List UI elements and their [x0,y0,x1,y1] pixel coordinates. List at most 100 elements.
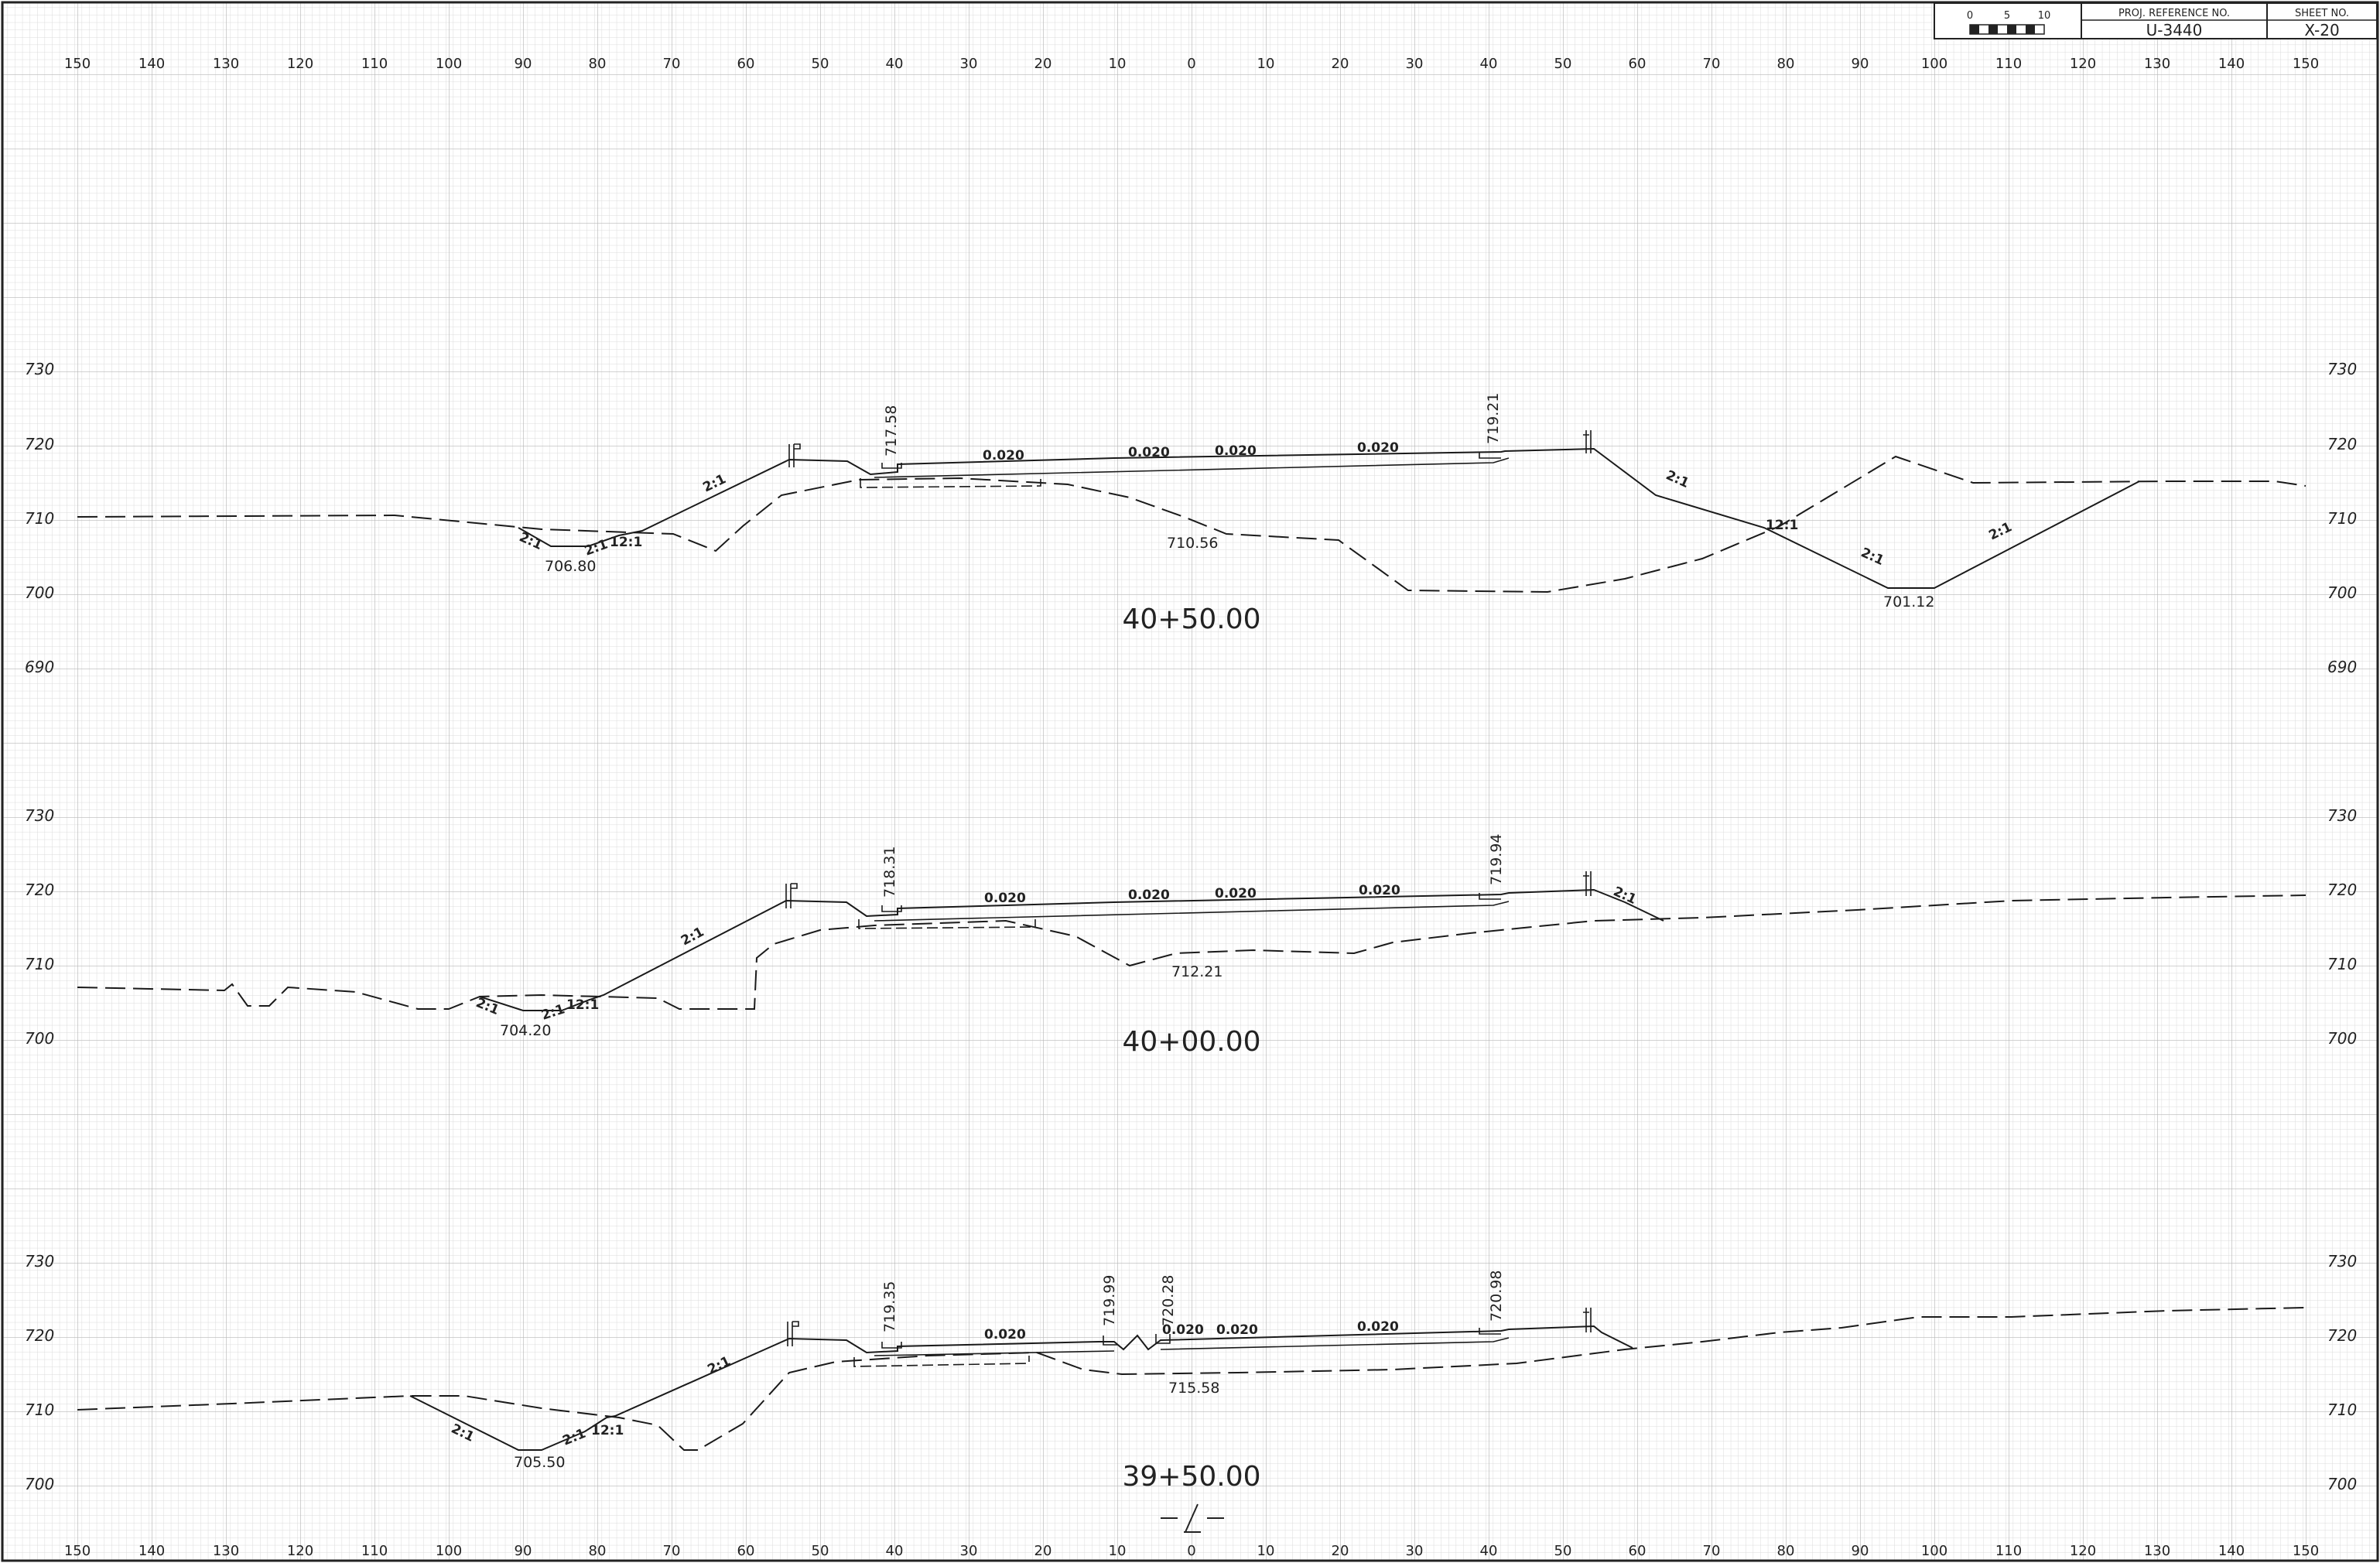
offset-tick-label: 150 [2293,56,2319,72]
offset-tick-label: 70 [663,1543,681,1559]
cross-slope-label: 0.020 [1216,1322,1258,1338]
offset-tick-label: 0 [1187,1543,1195,1559]
cross-slope-label: 0.020 [1215,443,1257,459]
slope-label: 12:1 [566,997,599,1013]
offset-tick-label: 90 [1852,56,1869,72]
curb-gutter-right [1479,893,1501,900]
elev-label: 730 [2327,1252,2357,1271]
curb-right [1583,871,1592,896]
existing-pavement-outline [853,1356,1030,1367]
cross-slope-label: 0.020 [984,891,1026,906]
elev-label: 700 [2327,583,2357,602]
offset-tick-label: 130 [213,56,239,72]
cross-slope-label: 0.020 [1357,440,1399,456]
offset-tick-label: 10 [1109,1543,1127,1559]
offset-axis-top: 150 140 130 120 110 100 90 80 70 60 50 40 30 20 10 0 10 2… [64,56,2319,72]
left-edge-elev: 718.31 [881,846,898,898]
curb-gutter-right [1479,452,1501,459]
cross-section-39-50: 730 720 710 700 730 720 710 700 2:1 2:1 … [25,1252,2357,1533]
offset-tick-label: 20 [1034,56,1052,72]
offset-tick-label: 10 [1257,56,1275,72]
curb-right [1583,1308,1592,1332]
offset-tick-label: 140 [2218,56,2245,72]
slope-label: 12:1 [610,535,642,550]
offset-tick-label: 110 [1995,56,2022,72]
curb-gutter-right [1479,1328,1501,1335]
proposed-template-line [518,447,2140,589]
slope-label: 12:1 [1766,518,1798,533]
slope-label: 12:1 [591,1423,624,1438]
elev-label: 710 [2327,509,2357,528]
offset-tick-label: 140 [138,56,165,72]
offset-axis-bottom: 150 140 130 120 110 100 90 80 70 60 50 40 30 20 10 0 10 2… [64,1543,2319,1559]
offset-tick-label: 80 [589,1543,607,1559]
elev-label: 700 [25,1029,54,1048]
offset-tick-label: 50 [812,1543,829,1559]
offset-tick-label: 80 [589,56,607,72]
offset-tick-label: 70 [1703,1543,1721,1559]
left-ditch-elev: 704.20 [500,1022,551,1039]
offset-tick-label: 30 [960,56,978,72]
offset-tick-label: 50 [812,56,829,72]
offset-tick-label: 70 [1703,56,1721,72]
sheet-no-value: X-20 [2304,21,2339,39]
sheet-no-label: SHEET NO. [2295,8,2349,19]
existing-pavement-outline [858,919,1036,929]
elev-label: 710 [25,509,54,528]
cross-slope-label: 0.020 [1215,886,1257,901]
scale-label-10: 10 [2038,10,2051,22]
station-label: 40+50.00 [1122,604,1260,635]
cross-slope-label: 0.020 [983,448,1024,463]
cross-slope-label: 0.020 [1128,888,1170,903]
title-block: 0 5 10 PROJ. REFERENCE NO. U-3440 SHEET … [1934,2,2378,39]
centerline-ground-elev: 710.56 [1167,535,1218,552]
offset-tick-label: 60 [1629,1543,1647,1559]
elev-label: 700 [2327,1475,2357,1493]
offset-tick-label: 140 [2218,1543,2245,1559]
elev-label: 720 [25,1326,54,1345]
elev-label: 730 [25,360,54,378]
station-label: 40+00.00 [1122,1026,1260,1058]
elevation-axis-right: 730 720 710 700 [2327,806,2357,1048]
curb-left [787,1321,799,1346]
left-edge-elev: 717.58 [883,405,900,457]
offset-tick-label: 0 [1187,56,1195,72]
offset-tick-label: 130 [213,1543,239,1559]
elev-label: 710 [2327,955,2357,973]
offset-tick-label: 120 [287,56,313,72]
offset-tick-label: 150 [64,1543,91,1559]
median-left-elev: 719.99 [1101,1275,1118,1326]
median-curb-left [1103,1336,1117,1346]
offset-tick-label: 70 [663,56,681,72]
pavement-lower-line [874,1337,1510,1356]
offset-tick-label: 50 [1554,56,1572,72]
cross-slope-label: 0.020 [1162,1322,1204,1338]
elev-label: 690 [25,658,54,676]
left-edge-elev: 719.35 [881,1281,898,1332]
median-curb-right [1155,1334,1171,1344]
proj-ref-value: U-3440 [2146,21,2203,39]
offset-tick-label: 100 [436,56,462,72]
offset-tick-label: 90 [515,1543,532,1559]
curb-gutter-left [881,463,902,469]
offset-tick-label: 120 [2070,56,2096,72]
existing-ground-line [77,455,2306,593]
proposed-template-line [479,888,1664,1011]
offset-tick-label: 40 [1480,56,1498,72]
offset-tick-label: 120 [2070,1543,2096,1559]
offset-tick-label: 20 [1034,1543,1052,1559]
offset-tick-label: 60 [737,1543,755,1559]
offset-tick-label: 40 [886,56,904,72]
elevation-axis-left: 730 720 710 700 [25,806,54,1048]
offset-tick-label: 40 [886,1543,904,1559]
scale-label-0: 0 [1967,10,1973,22]
right-ditch-elev: 701.12 [1883,593,1934,610]
elev-label: 730 [25,1252,54,1271]
elevation-axis-right: 730 720 710 700 690 [2327,360,2357,676]
elev-label: 720 [2327,881,2357,899]
elev-label: 710 [2327,1401,2357,1419]
proposed-template-line [409,1325,1633,1451]
curb-gutter-left [881,905,902,912]
offset-tick-label: 110 [361,1543,388,1559]
elev-label: 730 [2327,806,2357,825]
